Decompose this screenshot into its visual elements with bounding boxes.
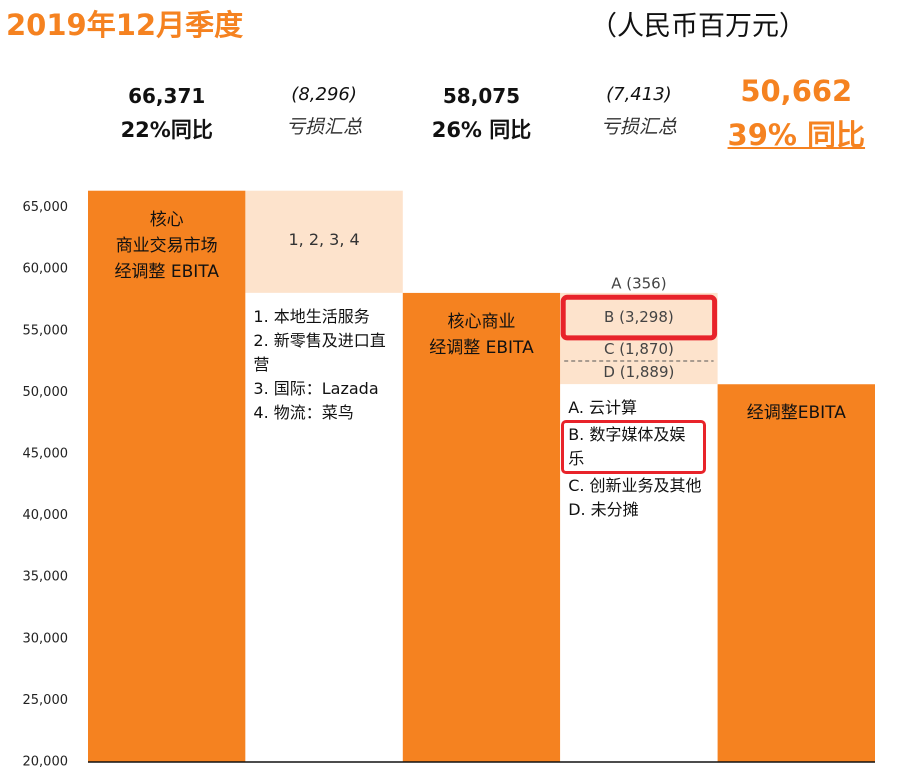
item: C. 创新业务及其他 [568, 476, 702, 496]
bar-label: 经调整 EBITA [114, 261, 219, 282]
item: 3. 国际：Lazada [253, 378, 379, 398]
chart-title: 2019年12月季度 [6, 8, 244, 42]
step-value-label: (8,296) [291, 84, 357, 105]
bar-label: 商业交易市场 [115, 235, 218, 256]
y-tick-label: 35,000 [23, 570, 69, 585]
bar-label: 经调整EBITA [746, 403, 846, 424]
bar-label: 核心 [149, 209, 184, 230]
bar [402, 292, 561, 762]
y-tick-label: 20,000 [23, 755, 69, 770]
item: 2. 新零售及进口直营 [253, 330, 386, 374]
unit-label: （人民币百万元） [590, 11, 806, 42]
y-tick-label: 60,000 [23, 262, 69, 277]
step-value-label: 66,371 [128, 84, 206, 108]
segment-label: C (1,870) [604, 340, 674, 358]
y-tick-label: 55,000 [23, 323, 69, 338]
white-panel [245, 292, 403, 762]
y-tick-label: 25,000 [23, 693, 69, 708]
segment-label: D (1,889) [603, 363, 674, 381]
y-tick-label: 30,000 [23, 631, 69, 646]
y-tick-label: 65,000 [23, 200, 69, 215]
segment-label: B (3,298) [604, 308, 674, 326]
white-panel [560, 384, 718, 762]
step-value-label: 58,075 [442, 84, 521, 108]
bar-label: 核心商业 [447, 311, 516, 332]
bar [717, 384, 875, 762]
bar-label: 经调整 EBITA [429, 337, 534, 358]
note-label: 亏损汇总 [286, 116, 363, 138]
y-tick-label: 50,000 [23, 385, 69, 400]
item: D. 未分摊 [568, 500, 639, 520]
growth-label: 22%同比 [120, 118, 213, 142]
bar [88, 190, 246, 762]
growth-label: 39% 同比 [727, 118, 866, 152]
segment [560, 294, 718, 341]
bar-label: 1, 2, 3, 4 [288, 229, 360, 249]
segment-label: A (356) [611, 274, 666, 292]
item: B. 数字媒体及娱乐 [561, 420, 706, 475]
note-label: 亏损汇总 [600, 116, 677, 138]
step-value-label: 50,662 [740, 74, 853, 108]
item: 4. 物流：菜鸟 [253, 402, 354, 422]
item: A. 云计算 [568, 398, 638, 418]
item: 1. 本地生活服务 [253, 306, 370, 326]
y-tick-label: 45,000 [23, 447, 69, 462]
item-list: A. 云计算 B. 数字媒体及娱乐 C. 创新业务及其他 D. 未分摊 [561, 396, 706, 522]
y-tick-label: 40,000 [23, 508, 69, 523]
growth-label: 26% 同比 [431, 118, 532, 142]
loss-bar [245, 190, 403, 293]
item-list: 1. 本地生活服务 2. 新零售及进口直营 3. 国际：Lazada 4. 物流：菜鸟 [251, 305, 390, 425]
step-value-label: (7,413) [606, 84, 672, 105]
